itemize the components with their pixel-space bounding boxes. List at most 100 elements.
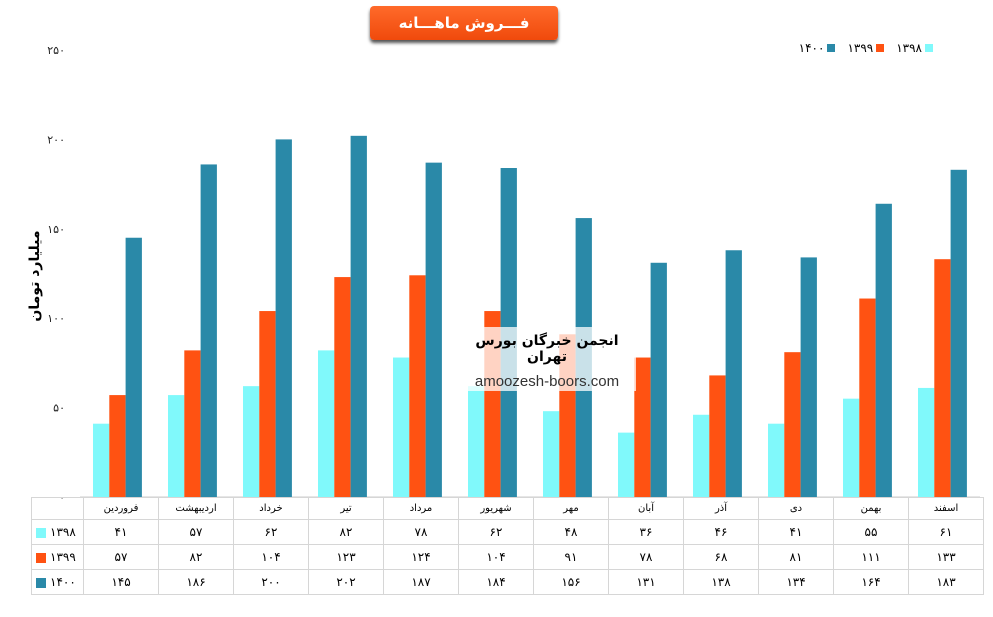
legend-swatch — [36, 577, 46, 588]
bar-۱۳۹۸-6 — [543, 411, 560, 497]
bar-۱۳۹۹-9 — [784, 352, 801, 497]
y-axis-label: میلیارد تومان — [27, 230, 43, 322]
bar-۱۳۹۸-11 — [918, 387, 935, 497]
data-label: ۱۳۳ — [908, 544, 984, 570]
y-tick-label: ۱۰۰ — [47, 312, 65, 325]
data-label: ۱۳۱ — [608, 569, 684, 595]
data-label: ۳۶ — [608, 519, 684, 545]
y-tick-label: ۲۰۰ — [47, 133, 65, 146]
data-label: ۶۸ — [683, 544, 759, 570]
series-label-cell: ۱۳۹۹ — [31, 544, 84, 570]
bar-۱۳۹۸-3 — [318, 350, 335, 497]
data-label: ۴۱ — [758, 519, 834, 545]
data-label: ۱۸۴ — [458, 569, 534, 595]
data-label: ۱۵۶ — [533, 569, 609, 595]
data-label: ۸۱ — [758, 544, 834, 570]
bar-۱۴۰۰-8 — [725, 250, 742, 497]
bar-۱۳۹۹-3 — [334, 277, 351, 497]
x-tick-label: فروردین — [83, 497, 159, 520]
y-tick-label: ۲۵۰ — [47, 44, 65, 57]
data-label: ۴۶ — [683, 519, 759, 545]
data-label: ۶۱ — [908, 519, 984, 545]
data-label: ۱۰۴ — [233, 544, 309, 570]
data-label: ۸۲ — [308, 519, 384, 545]
table-header-row: فروردین اردیبهشت خرداد تیر مرداد شهریور مهر آبا… — [31, 497, 984, 520]
data-label: ۱۴۵ — [83, 569, 159, 595]
legend: ۱۳۹۸ ۱۳۹۹ ۱۴۰۰ — [799, 41, 933, 55]
bar-۱۳۹۸-8 — [693, 414, 710, 497]
legend-item: ۱۴۰۰ — [799, 41, 836, 55]
x-tick-label: دی — [758, 497, 834, 520]
data-label: ۱۱۱ — [833, 544, 909, 570]
legend-label: ۱۳۹۹ — [847, 41, 874, 55]
data-table: فروردین اردیبهشت خرداد تیر مرداد شهریور مهر آبا… — [31, 497, 984, 595]
chart-title: فـــروش ماهـــانه غبهنوش — [370, 6, 558, 66]
series-name: ۱۴۰۰ — [50, 575, 76, 589]
data-label: ۱۸۶ — [158, 569, 234, 595]
data-label: ۴۸ — [533, 519, 609, 545]
y-tick-label: ۵۰ — [53, 402, 65, 415]
legend-item: ۱۳۹۹ — [847, 41, 885, 55]
series-label-cell: ۱۴۰۰ — [31, 569, 84, 595]
data-label: ۲۰۰ — [233, 569, 309, 595]
table-row: ۱۳۹۸ ۴۱ ۵۷ ۶۲ ۸۲ ۷۸ ۶۲ ۴۸ ۳۶ ۴۶ ۴۱ ۵۵ ۶۱ — [31, 519, 984, 545]
legend-swatch — [925, 44, 933, 52]
data-label: ۶۲ — [458, 519, 534, 545]
x-tick-label: خرداد — [233, 497, 309, 520]
x-tick-label: شهریور — [458, 497, 534, 520]
watermark-url: amoozesh-boors.com — [474, 373, 620, 390]
data-label: ۱۸۳ — [908, 569, 984, 595]
table-row: ۱۴۰۰ ۱۴۵ ۱۸۶ ۲۰۰ ۲۰۲ ۱۸۷ ۱۸۴ ۱۵۶ ۱۳۱ ۱۳۸ ۱۳۴ ۱۶۴ ۱۸۳ — [31, 569, 984, 595]
data-label: ۱۲۳ — [308, 544, 384, 570]
data-label: ۷۸ — [608, 544, 684, 570]
data-label: ۴۱ — [83, 519, 159, 545]
bar-۱۳۹۸-1 — [168, 395, 185, 497]
table-row: ۱۳۹۹ ۵۷ ۸۲ ۱۰۴ ۱۲۳ ۱۲۴ ۱۰۴ ۹۱ ۷۸ ۶۸ ۸۱ ۱۱۱ ۱۳۳ — [31, 544, 984, 570]
bar-۱۳۹۹-7 — [634, 357, 651, 497]
legend-swatch — [36, 552, 46, 563]
data-label: ۱۳۴ — [758, 569, 834, 595]
legend-swatch — [36, 527, 46, 538]
corner-cell — [31, 497, 84, 520]
watermark-name: انجمن خبرگان بورس تهران — [475, 333, 619, 365]
x-tick-label: آبان — [608, 497, 684, 520]
x-tick-label: مرداد — [383, 497, 459, 520]
data-label: ۱۰۴ — [458, 544, 534, 570]
data-label: ۱۳۸ — [683, 569, 759, 595]
bar-۱۴۰۰-0 — [125, 237, 142, 498]
bar-۱۴۰۰-7 — [650, 262, 667, 497]
legend-label: ۱۳۹۸ — [896, 41, 922, 55]
legend-swatch — [876, 44, 885, 52]
data-label: ۱۸۷ — [383, 569, 459, 595]
data-label: ۵۵ — [833, 519, 909, 545]
data-label: ۵۷ — [158, 519, 234, 545]
data-label: ۶۲ — [233, 519, 309, 545]
bar-۱۳۹۸-4 — [393, 357, 410, 497]
x-tick-label: تیر — [308, 497, 384, 520]
bar-۱۳۹۹-11 — [934, 259, 951, 497]
watermark: انجمن خبرگان بورس تهران amoozesh-boors.c… — [458, 327, 636, 391]
data-label: ۱۲۴ — [383, 544, 459, 570]
bar-۱۳۹۹-8 — [709, 375, 726, 497]
bar-۱۴۰۰-11 — [950, 169, 967, 497]
legend-label: ۱۴۰۰ — [798, 41, 825, 55]
legend-swatch — [827, 44, 836, 52]
data-label: ۸۲ — [158, 544, 234, 570]
bar-۱۴۰۰-2 — [275, 139, 292, 497]
x-tick-label: اسفند — [908, 497, 984, 520]
data-label: ۹۱ — [533, 544, 609, 570]
y-tick-label: ۱۵۰ — [47, 223, 65, 236]
bar-۱۳۹۹-4 — [409, 275, 426, 497]
legend-item: ۱۳۹۸ — [896, 41, 933, 55]
bar-۱۳۹۸-10 — [843, 398, 860, 497]
bar-۱۴۰۰-9 — [800, 257, 817, 497]
series-label-cell: ۱۳۹۸ — [31, 519, 84, 545]
data-label: ۱۶۴ — [833, 569, 909, 595]
bar-۱۴۰۰-10 — [875, 203, 892, 497]
data-label: ۵۷ — [83, 544, 159, 570]
bar-۱۴۰۰-1 — [200, 164, 217, 497]
bar-۱۳۹۸-7 — [618, 432, 635, 497]
bar-۱۳۹۸-9 — [768, 423, 785, 497]
x-tick-label: اردیبهشت — [158, 497, 234, 520]
